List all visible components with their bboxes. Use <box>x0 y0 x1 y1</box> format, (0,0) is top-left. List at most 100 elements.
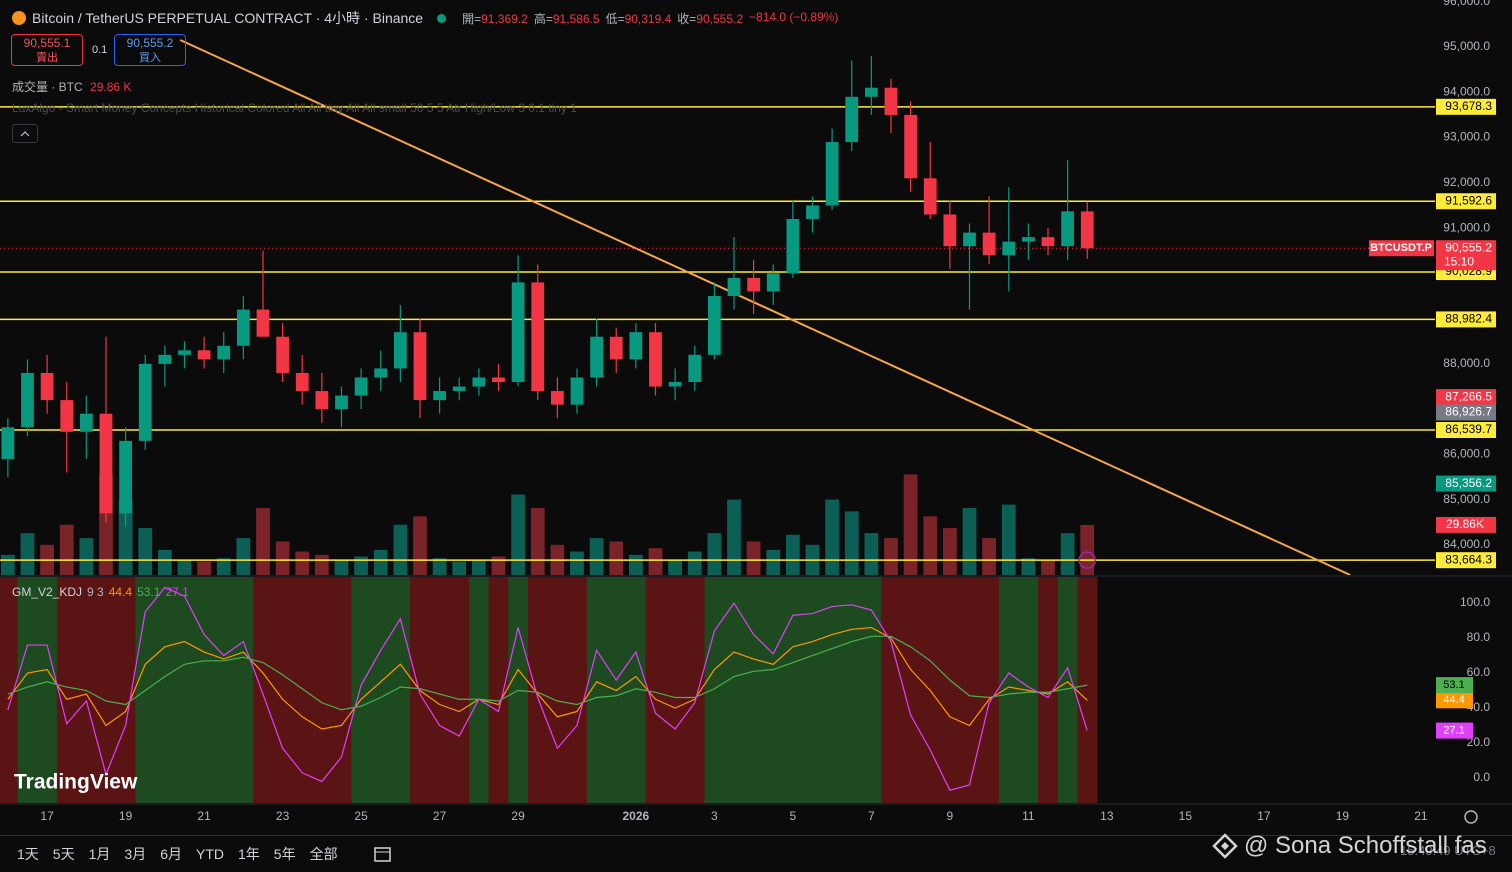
volume-bar <box>530 507 545 575</box>
price-marker-label: 85,356.2 <box>1445 476 1492 490</box>
kdj-panel <box>0 577 1098 803</box>
volume-legend: 成交量 · BTC 29.86 K <box>12 78 131 95</box>
kdj-band <box>822 577 843 803</box>
quantity[interactable]: 0.1 <box>92 44 108 56</box>
candle-body <box>629 332 643 360</box>
buy-price: 90,555.2 <box>126 36 174 50</box>
kdj-band <box>469 577 490 803</box>
y-tick-label: 95,000.0 <box>1443 39 1490 53</box>
candle-body <box>845 96 859 143</box>
kdj-band <box>194 577 215 803</box>
candle-body <box>806 205 819 220</box>
kdj-tick-label: 20.0 <box>1467 735 1491 749</box>
x-tick-label: 23 <box>276 809 290 823</box>
x-tick-label: 15 <box>1179 809 1193 823</box>
volume-bar <box>825 499 839 575</box>
range-button[interactable]: YTD <box>195 846 224 862</box>
kdj-value-box <box>1436 692 1473 709</box>
candle-body <box>393 332 407 369</box>
countdown: 15:10 <box>1444 254 1474 268</box>
price-marker-box <box>1436 404 1496 421</box>
chevron <box>20 131 30 137</box>
candle-body <box>433 391 446 401</box>
range-button[interactable]: 1月 <box>88 846 111 862</box>
range-button[interactable]: 5年 <box>273 846 296 862</box>
volume-bar <box>766 549 781 575</box>
symbol-title[interactable]: Bitcoin / TetherUS PERPETUAL CONTRACT · … <box>32 10 424 26</box>
candle-body <box>197 350 211 360</box>
y-tick-label: 92,000.0 <box>1443 175 1490 189</box>
watermark: @ Sona Schoffstall fas <box>1212 832 1487 860</box>
clock: 15:49:49 UTC+8 <box>1400 843 1496 858</box>
kdj-band <box>233 577 254 803</box>
y-tick-label: 85,000.0 <box>1443 492 1490 506</box>
x-tick-label: 5 <box>790 809 797 823</box>
range-button[interactable]: 5天 <box>52 846 75 862</box>
price-marker-box <box>1436 475 1496 492</box>
candle-body <box>982 232 996 256</box>
x-tick-label: 11 <box>1022 809 1035 823</box>
candle-body <box>1041 237 1055 247</box>
volume-bar <box>648 548 663 575</box>
candle-body <box>276 336 289 373</box>
volume-bar <box>491 556 506 575</box>
y-tick-label: 96,000.0 <box>1443 0 1490 8</box>
kdj-band <box>312 577 333 803</box>
range-button[interactable]: 3月 <box>124 846 147 862</box>
volume-bar <box>609 541 624 575</box>
kdj-band <box>527 577 549 803</box>
ohlc-label: 收= <box>677 11 697 26</box>
kdj-band <box>881 577 902 803</box>
collapse-button[interactable] <box>12 124 38 143</box>
kdj-band <box>743 577 764 803</box>
kdj-band <box>626 577 647 803</box>
candle-body <box>472 377 486 387</box>
sell-button[interactable]: 90,555.1 賣出 <box>11 34 83 66</box>
ohlc-label: 低= <box>605 11 625 26</box>
buy-button[interactable]: 90,555.2 買入 <box>114 34 186 66</box>
kdj-value-label: 44.4 <box>1443 694 1464 706</box>
kdj-band <box>390 577 411 803</box>
volume-bar <box>413 516 427 575</box>
candle-body <box>1021 237 1035 242</box>
kdj-tick-label: 60.0 <box>1467 665 1491 679</box>
kdj-band <box>979 577 1000 803</box>
volume-bar <box>236 538 251 575</box>
axes: 0.020.040.060.080.0100.044.453.127.184,0… <box>40 0 1496 823</box>
range-button[interactable]: 1天 <box>17 846 39 862</box>
volume-bar <box>1060 533 1075 575</box>
level-price-box <box>1436 193 1496 210</box>
volume-bar <box>314 554 329 575</box>
range-button[interactable]: 全部 <box>309 846 338 862</box>
kdj-params: 9 3 <box>87 585 104 599</box>
date-range-icon[interactable] <box>372 844 394 864</box>
volume-title: 成交量 · BTC <box>12 80 83 94</box>
buy-label: 買入 <box>139 52 161 64</box>
kdj-band <box>351 577 372 803</box>
watermark-text: @ Sona Schoffstall fas <box>1244 832 1487 859</box>
volume-bar <box>668 559 682 575</box>
kdj-line <box>7 626 1088 730</box>
candle-body <box>492 377 505 383</box>
volume-price-box <box>1436 516 1496 533</box>
kdj-tick-label: 100.0 <box>1460 595 1490 609</box>
volume-bar <box>20 533 35 575</box>
kdj-band <box>900 577 921 803</box>
x-tick-label: 29 <box>511 809 525 823</box>
range-button[interactable]: 6月 <box>160 846 182 862</box>
settings-icon[interactable] <box>1464 810 1478 824</box>
sell-price: 90,555.1 <box>23 36 71 50</box>
kdj-band <box>155 577 176 803</box>
level-price-label: 86,539.7 <box>1445 422 1492 436</box>
volume-bar <box>216 558 231 575</box>
coin-icon <box>12 11 26 25</box>
candle-body <box>668 382 682 387</box>
alert-icon[interactable] <box>1078 551 1096 569</box>
range-button[interactable]: 1年 <box>237 846 260 862</box>
volume-bar <box>844 511 859 575</box>
candle-body <box>79 413 93 432</box>
kdj-band <box>331 577 352 803</box>
volume-bar <box>157 549 172 575</box>
candle-body <box>315 391 329 410</box>
